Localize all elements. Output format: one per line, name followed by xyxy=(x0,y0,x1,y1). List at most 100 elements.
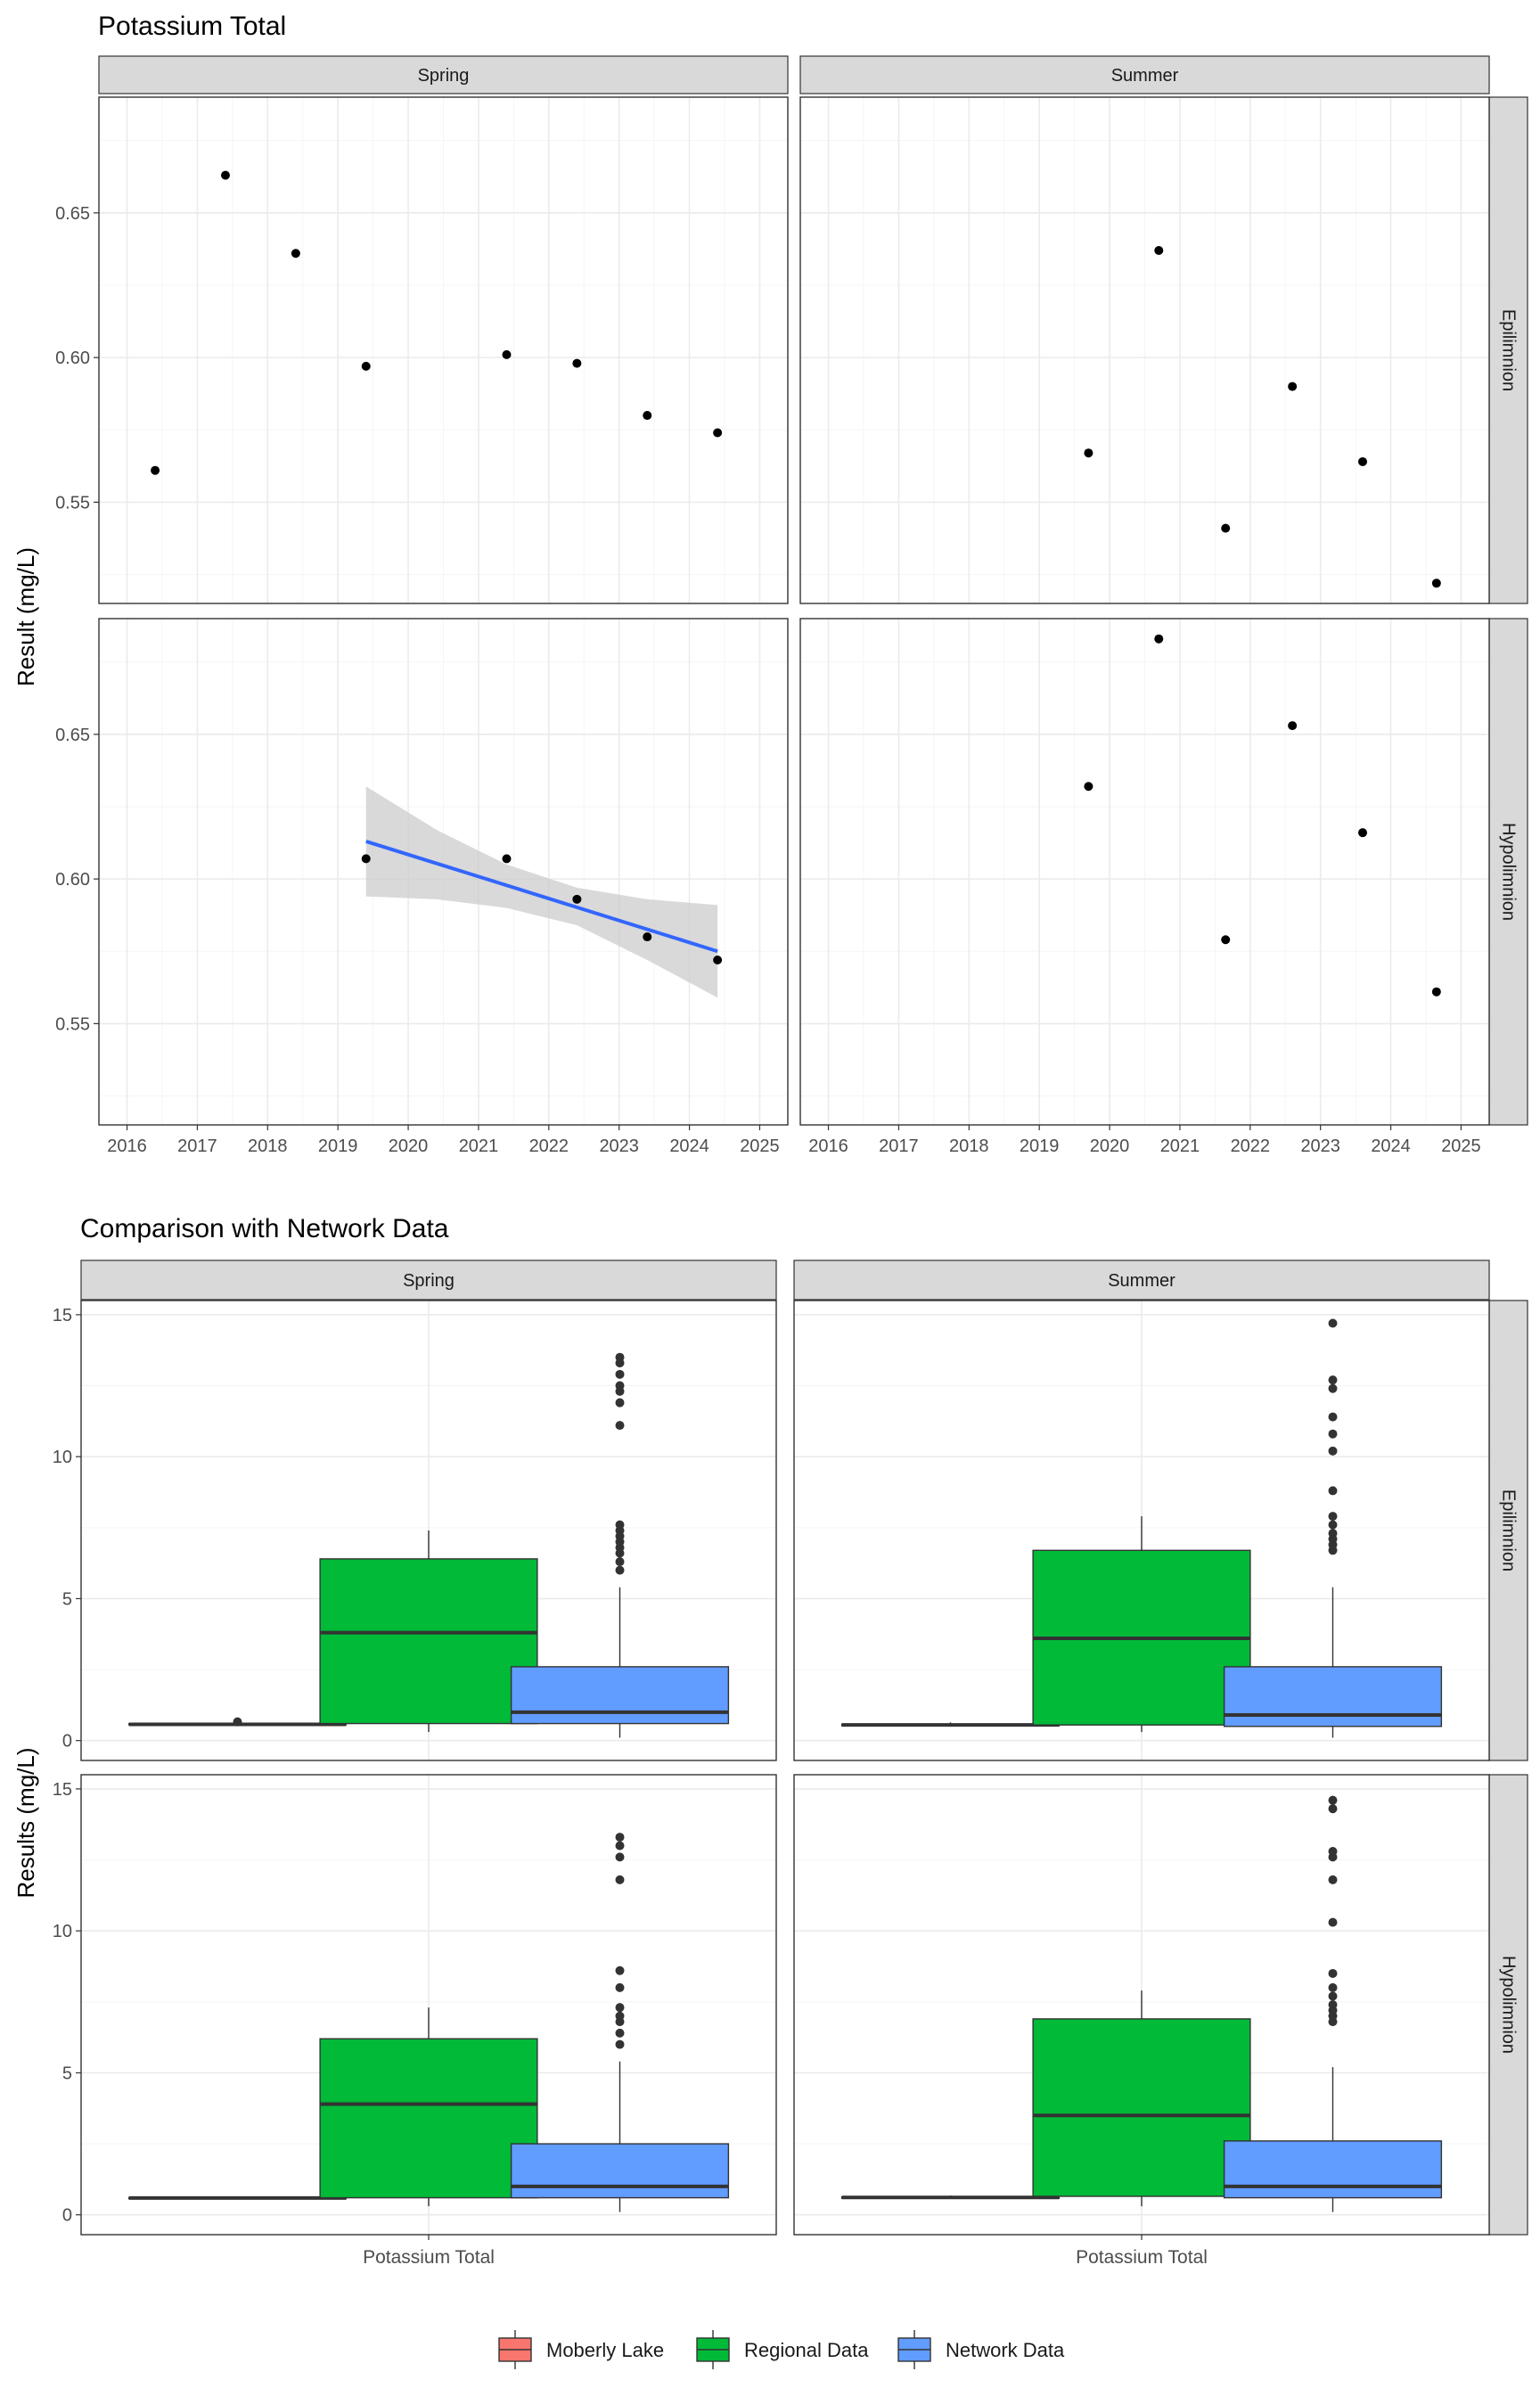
box-body xyxy=(319,2038,538,2199)
y-tick-label: 15 xyxy=(53,1780,72,1800)
x-tick-label: 2020 xyxy=(389,1136,429,1156)
y-tick-label: 15 xyxy=(53,1306,72,1325)
facet-label-spring: Spring xyxy=(418,66,470,86)
x-tick-label: 2018 xyxy=(949,1136,989,1156)
box-body xyxy=(319,1558,538,1725)
y-tick-label: 0 xyxy=(62,1732,72,1752)
data-point xyxy=(1431,578,1441,588)
legend-label: Moberly Lake xyxy=(546,2339,664,2361)
facet-strip-epilimnion xyxy=(1488,96,1528,604)
box-body xyxy=(1032,2018,1251,2197)
facet-label-summer: Summer xyxy=(1108,1271,1175,1291)
box-moberly-lake xyxy=(127,2195,348,2200)
outlier-point xyxy=(1328,1429,1338,1439)
panel-border xyxy=(98,618,789,1126)
x-tick-label: 2024 xyxy=(1371,1136,1411,1156)
outlier-point xyxy=(233,1717,242,1727)
box-network-data xyxy=(1223,1318,1443,1738)
data-point xyxy=(220,170,230,180)
outlier-point xyxy=(615,1369,625,1379)
y-tick-label: 0.55 xyxy=(55,1014,90,1034)
chart-title: Potassium Total xyxy=(98,12,286,41)
y-axis-label: Results (mg/L) xyxy=(12,1747,39,1898)
panel-spring-epilimnion xyxy=(80,1300,777,1761)
x-tick-label: 2024 xyxy=(669,1136,709,1156)
outlier-point xyxy=(1328,1520,1338,1530)
legend-label: Regional Data xyxy=(744,2339,869,2361)
trend-line xyxy=(365,840,718,954)
y-tick-label: 0.60 xyxy=(55,349,90,368)
data-point xyxy=(1154,246,1164,256)
x-tick-label: 2018 xyxy=(248,1136,288,1156)
outlier-point xyxy=(615,2028,625,2038)
data-point xyxy=(1358,456,1368,466)
data-point xyxy=(572,894,582,904)
box-body xyxy=(510,2143,730,2199)
facet-strip-hypolimnion xyxy=(1488,1774,1528,2236)
outlier-point xyxy=(1328,1383,1338,1393)
x-tick-label: 2023 xyxy=(1300,1136,1340,1156)
panel-summer-epilimnion xyxy=(793,1300,1490,1761)
outlier-point xyxy=(1328,1917,1338,1927)
confidence-band xyxy=(365,786,718,998)
facet-strip-epilimnion xyxy=(1488,1300,1528,1761)
box-network-data xyxy=(510,1833,730,2212)
y-axis-label: Result (mg/L) xyxy=(12,547,39,686)
data-point xyxy=(361,361,371,371)
outlier-point xyxy=(615,1841,625,1850)
data-point xyxy=(1431,987,1441,997)
x-tick-label: Potassium Total xyxy=(363,2247,495,2268)
data-point xyxy=(643,932,652,942)
x-tick-label: 2019 xyxy=(1020,1136,1060,1156)
box-body xyxy=(510,1666,730,1725)
box-body xyxy=(1223,1666,1443,1727)
outlier-point xyxy=(1328,1804,1338,1814)
panel-border xyxy=(793,1300,1490,1761)
outlier-point xyxy=(1328,1795,1338,1805)
outlier-point xyxy=(615,1421,625,1431)
x-tick-label: 2021 xyxy=(1160,1136,1200,1156)
panel-border xyxy=(799,618,1490,1126)
data-point xyxy=(151,465,160,475)
outlier-point xyxy=(1328,1847,1338,1856)
y-tick-label: 5 xyxy=(62,1589,72,1609)
data-point xyxy=(713,955,723,964)
box-moberly-lake xyxy=(127,1717,348,1727)
data-point xyxy=(1288,721,1298,731)
outlier-point xyxy=(1328,1529,1338,1539)
outlier-point xyxy=(1328,1982,1338,1992)
facet-label-epilimnion: Epilimnion xyxy=(1499,1489,1519,1571)
data-point xyxy=(1154,634,1164,644)
y-tick-label: 0.65 xyxy=(55,204,90,224)
outlier-point xyxy=(1328,1375,1338,1385)
panel-border xyxy=(98,96,789,604)
box-regional-data xyxy=(319,2007,538,2207)
x-tick-label: 2016 xyxy=(808,1136,848,1156)
panel-spring-epilimnion xyxy=(98,96,789,604)
data-point xyxy=(572,358,582,368)
data-point xyxy=(1221,523,1231,533)
box-regional-data xyxy=(1032,1516,1251,1733)
outlier-point xyxy=(615,2003,625,2013)
y-tick-label: 0.55 xyxy=(55,493,90,513)
data-point xyxy=(1084,782,1094,792)
outlier-point xyxy=(1328,1446,1338,1456)
outlier-point xyxy=(1328,1991,1338,2001)
facet-strip-spring xyxy=(80,1260,777,1301)
x-tick-label: Potassium Total xyxy=(1076,2247,1208,2268)
x-tick-label: 2023 xyxy=(599,1136,639,1156)
facet-strip-summer xyxy=(799,55,1490,94)
x-tick-label: 2025 xyxy=(740,1136,780,1156)
panel-spring-hypolimnion xyxy=(80,1774,777,2236)
outlier-point xyxy=(615,2011,625,2021)
network-comparison-boxplot-figure: Comparison with Network Data Results (mg/… xyxy=(12,1214,1528,2268)
facet-strip-summer xyxy=(793,1260,1490,1301)
x-tick-label: 2021 xyxy=(459,1136,499,1156)
data-point xyxy=(1288,382,1298,391)
data-point xyxy=(1358,828,1368,838)
data-point xyxy=(502,349,512,359)
y-tick-label: 0.65 xyxy=(55,726,90,745)
data-point xyxy=(361,854,371,864)
y-tick-label: 10 xyxy=(53,1448,72,1467)
